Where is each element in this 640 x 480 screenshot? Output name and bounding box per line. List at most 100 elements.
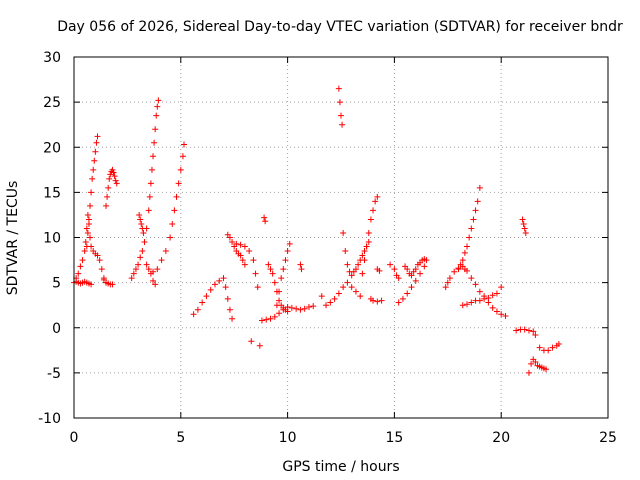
data-point [141,239,148,246]
data-point [359,270,366,277]
series-s31 [513,326,539,338]
data-point [395,275,402,282]
series-s29 [459,284,505,309]
data-point [297,306,304,313]
data-point [190,311,197,318]
data-point [444,279,451,286]
data-point [365,229,372,236]
data-point [489,304,496,311]
data-point [288,304,295,311]
data-point [374,193,381,200]
data-point [199,299,206,306]
data-point [305,303,312,310]
data-point [357,293,364,300]
data-point [493,290,500,297]
series-s28 [455,184,483,273]
data-point [265,261,272,268]
data-point [404,290,411,297]
data-point [423,257,430,264]
data-point [342,248,349,255]
data-point [104,193,111,200]
data-point [370,297,377,304]
data-point [417,270,424,277]
data-point [532,331,539,338]
data-point [412,277,419,284]
data-point [262,218,269,225]
data-point [476,288,483,295]
data-point [162,248,169,255]
data-point [344,279,351,286]
data-point [278,275,285,282]
data-point [348,272,355,279]
data-point [412,266,419,273]
y-tick-label: 0 [52,321,61,337]
data-point [323,302,330,309]
data-point [522,229,529,236]
data-point [128,275,135,282]
data-point [459,302,466,309]
x-tick-label: 20 [492,430,510,446]
data-point [246,248,253,255]
grid [74,57,608,418]
data-point [468,275,475,282]
data-point [175,180,182,187]
series-s9 [150,141,188,275]
data-point [327,299,334,306]
series-s24 [387,261,402,282]
data-point [258,317,265,324]
data-point [75,270,82,277]
data-point [109,281,116,288]
data-point [481,293,488,300]
data-point [226,306,233,313]
data-point [282,257,289,264]
y-tick-label: 15 [43,185,61,201]
data-point [519,216,526,223]
y-tick-label: 30 [43,50,61,66]
data-point [89,175,96,182]
data-point [130,270,137,277]
data-point [93,139,100,146]
y-tick-label: -5 [47,366,61,382]
data-point [173,193,180,200]
data-point [476,184,483,191]
data-point [387,261,394,268]
data-point [459,257,466,264]
series-s27 [442,263,468,291]
data-point [372,198,379,205]
data-point [139,225,146,232]
data-point [167,234,174,241]
data-point [352,266,359,273]
data-point [267,315,274,322]
data-point [132,266,139,273]
data-point [442,284,449,291]
data-point [81,248,88,255]
data-point [525,369,532,376]
data-point [464,267,471,274]
x-tick-label: 10 [279,430,297,446]
data-point [446,275,453,282]
data-point [472,207,479,214]
data-point [318,293,325,300]
data-point [138,220,145,227]
data-point [468,225,475,232]
data-point [103,202,110,209]
data-point [263,316,270,323]
data-point [211,281,218,288]
series-s7 [136,211,147,236]
data-point [532,359,539,366]
data-point [301,305,308,312]
data-point [339,121,346,128]
series-s12 [233,240,261,291]
series-s8 [143,261,159,288]
y-axis-label: SDTVAR / TECUs [5,181,21,296]
data-point [112,177,119,184]
data-point [521,326,528,333]
data-point [139,248,146,255]
data-point [229,315,236,322]
data-point [241,261,248,268]
series-s4 [103,166,120,209]
data-point [536,344,543,351]
data-point [88,189,95,196]
series-s26 [402,256,430,279]
series-s6 [128,97,162,282]
